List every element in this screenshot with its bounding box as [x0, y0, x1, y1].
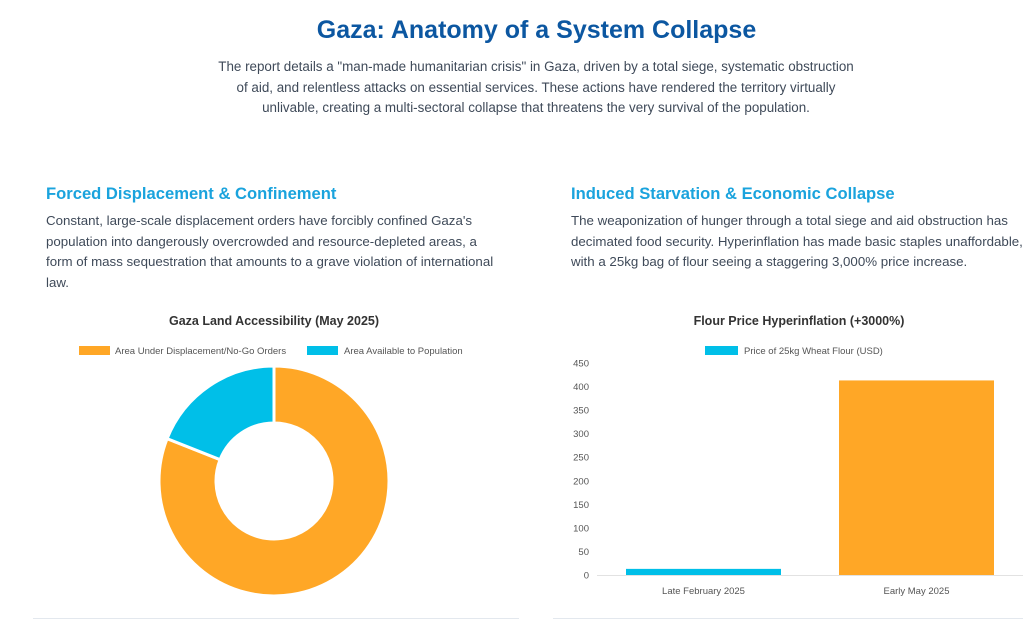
- divider-left: [33, 618, 519, 619]
- bar-legend-label: Price of 25kg Wheat Flour (USD): [744, 346, 883, 357]
- bar-y-tick-0: 0: [584, 571, 589, 582]
- pie-slice-available[interactable]: [165, 364, 276, 462]
- pie-chart-title: Gaza Land Accessibility (May 2025): [169, 314, 379, 328]
- pie-legend-swatch-displacement: [79, 346, 110, 355]
- pie-legend-label-displacement: Area Under Displacement/No-Go Orders: [115, 346, 286, 357]
- bar-y-tick-200: 200: [573, 476, 589, 487]
- pie-legend-label-available: Area Available to Population: [344, 346, 463, 357]
- divider-right: [553, 618, 1023, 619]
- bar-x-label-2: Early May 2025: [883, 586, 949, 597]
- bar-y-tick-450: 450: [573, 359, 589, 370]
- section-title-displacement: Forced Displacement & Confinement: [46, 184, 337, 203]
- section-body-displacement: Constant, large-scale displacement order…: [46, 213, 494, 290]
- pie-slice-displacement[interactable]: [157, 364, 391, 598]
- bar-y-tick-150: 150: [573, 500, 589, 511]
- section-body-starvation: The weaponization of hunger through a to…: [571, 213, 1023, 269]
- bar-y-tick-100: 100: [573, 523, 589, 534]
- section-title-starvation: Induced Starvation & Economic Collapse: [571, 184, 895, 203]
- bar-x-label-1: Late February 2025: [662, 586, 745, 597]
- section-starvation: Induced Starvation & Economic Collapse T…: [571, 184, 1023, 273]
- bar-late-february-2025[interactable]: [626, 568, 781, 575]
- intro-text: The report details a "man-made humanitar…: [218, 59, 854, 115]
- bar-chart-title: Flour Price Hyperinflation (+3000%): [694, 314, 905, 328]
- bar-y-tick-50: 50: [578, 547, 589, 558]
- bar-legend-swatch: [705, 346, 738, 355]
- bar-y-tick-250: 250: [573, 453, 589, 464]
- pie-legend-swatch-available: [307, 346, 338, 355]
- bar-y-tick-350: 350: [573, 406, 589, 417]
- section-displacement: Forced Displacement & Confinement Consta…: [46, 184, 516, 293]
- page-title: Gaza: Anatomy of a System Collapse: [316, 16, 757, 44]
- bar-y-tick-300: 300: [573, 429, 589, 440]
- bar-early-may-2025[interactable]: [839, 380, 994, 575]
- bar-y-tick-400: 400: [573, 382, 589, 393]
